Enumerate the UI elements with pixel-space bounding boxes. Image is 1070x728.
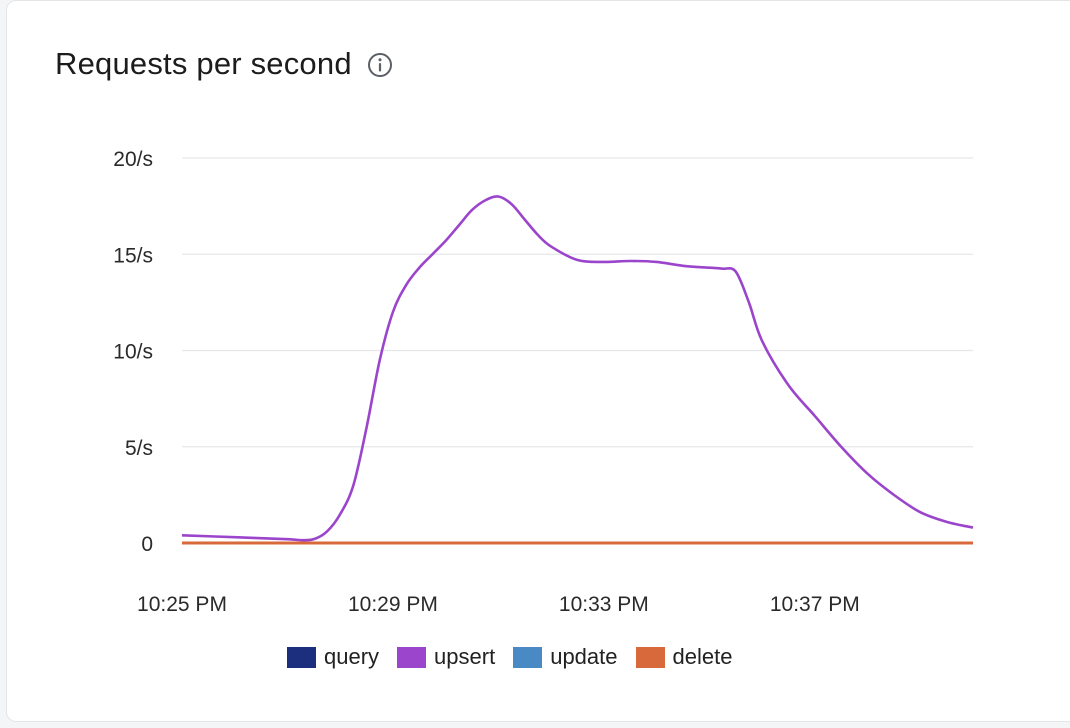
legend-label: delete <box>672 644 733 669</box>
legend-item-query[interactable]: query <box>287 644 379 670</box>
legend-swatch <box>635 646 665 668</box>
y-tick-label: 15/s <box>113 244 153 267</box>
chart-card <box>6 0 1070 722</box>
title-row: Requests per second <box>55 46 394 82</box>
y-tick-label: 0 <box>141 533 153 556</box>
legend-label: update <box>550 644 618 669</box>
legend-swatch <box>287 646 316 668</box>
y-tick-label: 10/s <box>113 341 153 364</box>
legend-swatch <box>397 646 427 668</box>
chart-legend: query upsert update delete <box>287 644 732 670</box>
legend-label: query <box>324 644 380 669</box>
x-axis-ticks: 10:25 PM 10:29 PM 10:33 PM 10:37 PM <box>137 593 860 616</box>
y-tick-label: 5/s <box>125 437 153 460</box>
legend-item-delete[interactable]: delete <box>635 644 733 670</box>
legend-item-upsert[interactable]: upsert <box>397 644 495 670</box>
series-layer <box>181 195 974 545</box>
chart-title: Requests per second <box>55 46 352 81</box>
x-tick-label: 10:29 PM <box>348 593 438 616</box>
x-tick-label: 10:37 PM <box>770 593 860 616</box>
legend-item-update[interactable]: update <box>513 644 618 670</box>
x-tick-label: 10:33 PM <box>559 593 649 616</box>
y-axis-ticks: 0 5/s 10/s 15/s 20/s <box>113 148 153 556</box>
x-tick-label: 10:25 PM <box>137 593 227 616</box>
legend-swatch <box>513 646 543 668</box>
series-line-upsert[interactable] <box>181 195 974 542</box>
grid-layer <box>182 157 973 544</box>
legend-label: upsert <box>434 644 496 669</box>
y-tick-label: 20/s <box>113 148 153 171</box>
info-icon[interactable] <box>366 51 394 79</box>
